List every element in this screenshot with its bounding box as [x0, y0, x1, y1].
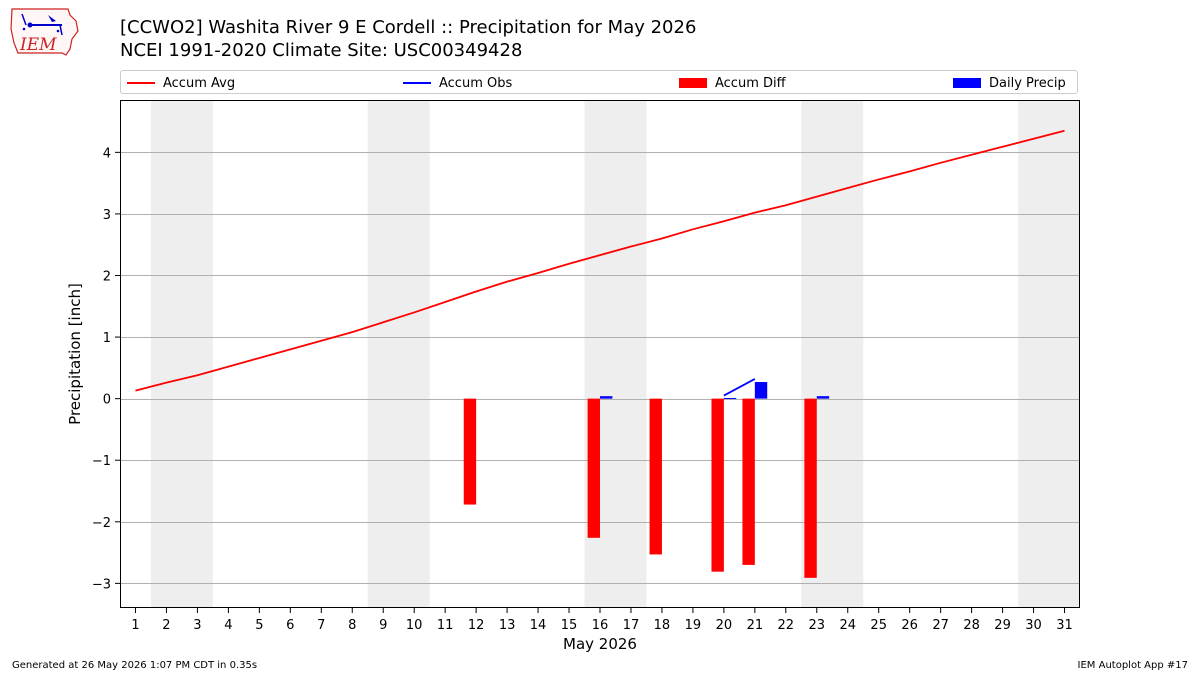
y-tick-label: 0: [103, 393, 111, 408]
legend-item: Accum Obs: [403, 74, 512, 92]
legend-item: Daily Precip: [953, 74, 1066, 92]
x-tick-label: 9: [379, 618, 387, 633]
weekend-band: [367, 100, 399, 608]
y-tick-label: 4: [103, 146, 111, 161]
x-tick-label: 4: [224, 618, 232, 633]
x-tick-label: 1: [131, 618, 139, 633]
legend-swatch: [403, 82, 431, 84]
accum-obs-line: [723, 378, 756, 397]
legend-item: Accum Diff: [679, 74, 786, 92]
accum-diff-bar: [711, 398, 724, 572]
x-tick-label: 29: [994, 618, 1011, 633]
x-tick-label: 12: [468, 618, 485, 633]
daily-precip-bar: [816, 396, 830, 399]
x-tick-label: 5: [255, 618, 263, 633]
x-tick-label: 2: [162, 618, 170, 633]
x-tick-label: 25: [870, 618, 887, 633]
accum-diff-bar: [649, 398, 662, 555]
x-tick-label: 17: [623, 618, 640, 633]
accum-diff-bar: [463, 398, 477, 505]
y-axis-label: Precipitation [inch]: [66, 283, 84, 425]
legend-label: Accum Avg: [163, 75, 236, 91]
y-tick-label: −3: [92, 577, 111, 592]
daily-precip-bar: [754, 382, 768, 399]
accum-diff-bar: [804, 398, 817, 578]
x-tick-label: 18: [654, 618, 671, 633]
daily-precip-bar: [600, 396, 613, 399]
chart-legend: Accum Avg Accum Obs Accum Diff Daily Precip: [120, 70, 1078, 94]
weekend-band: [398, 100, 430, 608]
iem-logo: IEM: [8, 5, 80, 59]
accum-avg-line: [135, 129, 1065, 392]
legend-label: Daily Precip: [989, 75, 1066, 91]
x-tick-label: 28: [963, 618, 980, 633]
chart-subtitle: NCEI 1991-2020 Climate Site: USC00349428: [120, 40, 523, 61]
x-tick-label: 14: [530, 618, 547, 633]
weekend-band: [150, 100, 182, 608]
y-tick-label: 1: [103, 331, 111, 346]
legend-label: Accum Obs: [439, 75, 513, 91]
x-tick-label: 22: [778, 618, 795, 633]
x-tick-label: 11: [437, 618, 454, 633]
logo-text: IEM: [20, 35, 57, 55]
x-tick-label: 24: [839, 618, 856, 633]
x-axis-label: May 2026: [563, 635, 637, 653]
accum-diff-bar: [742, 398, 755, 565]
chart-title: [CCWO2] Washita River 9 E Cordell :: Pre…: [120, 17, 697, 38]
legend-swatch: [953, 78, 981, 88]
x-tick-label: 8: [348, 618, 356, 633]
daily-precip-bar: [723, 398, 737, 400]
x-tick-label: 26: [901, 618, 918, 633]
legend-label: Accum Diff: [715, 75, 786, 91]
x-tick-label: 20: [716, 618, 733, 633]
x-tick-label: 27: [932, 618, 949, 633]
x-tick-label: 19: [685, 618, 702, 633]
weekend-band: [1018, 100, 1050, 608]
x-tick-label: 15: [561, 618, 578, 633]
y-tick-label: −1: [92, 454, 111, 469]
weekend-band: [615, 100, 647, 608]
legend-swatch: [679, 78, 707, 88]
x-tick-label: 16: [592, 618, 609, 633]
legend-item: Accum Avg: [127, 74, 235, 92]
x-tick-label: 13: [499, 618, 516, 633]
x-tick-label: 7: [317, 618, 325, 633]
y-tick-label: 3: [103, 208, 111, 223]
app-credit: IEM Autoplot App #17: [1077, 660, 1188, 671]
weekend-band: [181, 100, 213, 608]
x-tick-label: 30: [1025, 618, 1042, 633]
y-tick-label: 2: [103, 269, 111, 284]
x-tick-label: 10: [406, 618, 423, 633]
legend-swatch: [127, 82, 155, 84]
generated-timestamp: Generated at 26 May 2026 1:07 PM CDT in …: [12, 660, 258, 671]
iowa-map-icon: [10, 8, 79, 56]
x-tick-label: 3: [193, 618, 201, 633]
x-tick-label: 6: [286, 618, 294, 633]
weekend-band: [1049, 100, 1080, 608]
accum-diff-bar: [587, 398, 600, 538]
y-tick-label: −2: [92, 516, 111, 531]
x-tick-label: 23: [809, 618, 826, 633]
plot-frame: [120, 100, 1080, 608]
x-tick-label: 21: [747, 618, 764, 633]
x-tick-label: 31: [1056, 618, 1073, 633]
weekend-band: [832, 100, 864, 608]
